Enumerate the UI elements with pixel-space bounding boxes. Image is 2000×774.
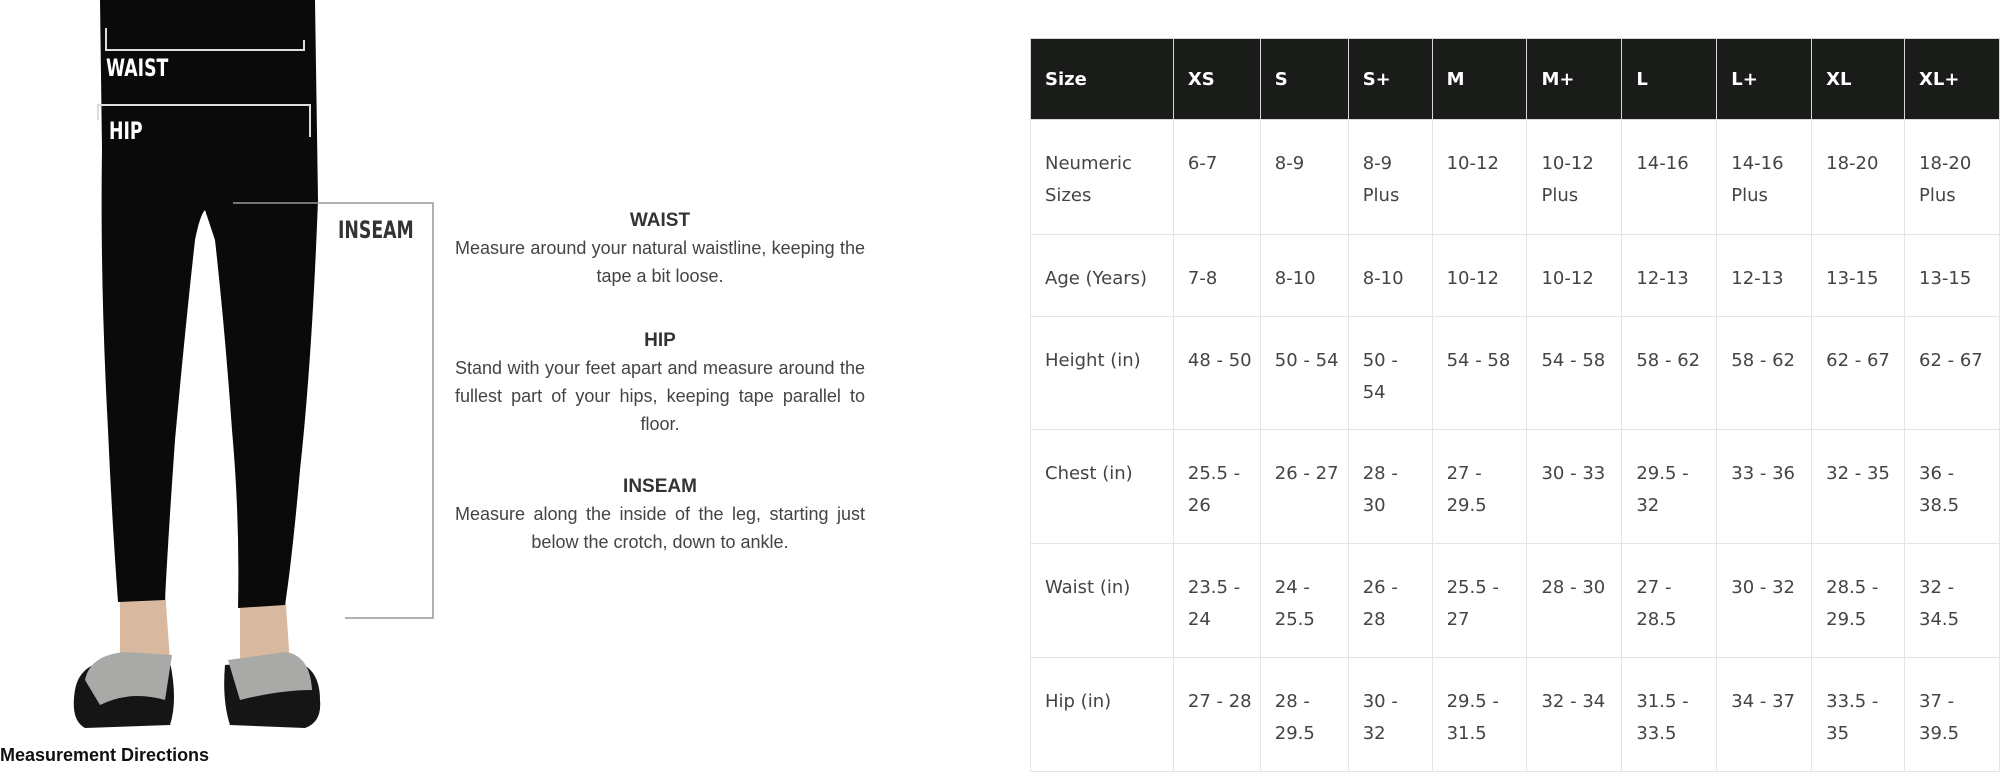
table-row: Age (Years) 7-8 8-10 8-10 10-12 10-12 12-13 12-… xyxy=(1030,234,2000,317)
table-cell: 8-10 xyxy=(1259,234,1349,317)
table-cell: 14-16 xyxy=(1621,119,1718,235)
column-header: S xyxy=(1259,38,1349,120)
column-header: M xyxy=(1431,38,1528,120)
table-row: Height (in) 48 - 50 50 - 54 50 - 54 54 - 58 5… xyxy=(1030,316,2000,430)
table-cell: 8-10 xyxy=(1347,234,1433,317)
direction-text: Measure around your natural waistline, k… xyxy=(455,238,865,286)
table-cell: 18-20 Plus xyxy=(1904,119,2000,235)
row-label: Age (Years) xyxy=(1030,234,1174,317)
table-cell: 8-9 Plus xyxy=(1347,119,1433,235)
table-cell: 25.5 - 26 xyxy=(1172,429,1261,544)
table-header-row: Size XS S S+ M M+ L L+ XL XL+ xyxy=(1030,38,2000,120)
row-label: Hip (in) xyxy=(1030,657,1174,772)
table-cell: 13-15 xyxy=(1904,234,2000,317)
hip-label: HIP xyxy=(109,117,143,145)
table-cell: 28.5 - 29.5 xyxy=(1811,543,1906,658)
table-cell: 25.5 - 27 xyxy=(1431,543,1528,658)
row-label: Neumeric Sizes xyxy=(1030,119,1174,235)
column-header: XL xyxy=(1811,38,1906,120)
table-row: Neumeric Sizes 6-7 8-9 8-9 Plus 10-12 10-12 P… xyxy=(1030,119,2000,235)
direction-text: Measure along the inside of the leg, sta… xyxy=(455,504,865,552)
row-label: Height (in) xyxy=(1030,316,1174,430)
table-cell: 34 - 37 xyxy=(1716,657,1813,772)
table-cell: 6-7 xyxy=(1172,119,1261,235)
table-cell: 54 - 58 xyxy=(1526,316,1623,430)
row-label: Chest (in) xyxy=(1030,429,1174,544)
direction-hip: HIP Stand with your feet apart and measu… xyxy=(455,328,865,438)
table-cell: 62 - 67 xyxy=(1811,316,1906,430)
table-cell: 24 - 25.5 xyxy=(1259,543,1349,658)
table-cell: 37 - 39.5 xyxy=(1904,657,2000,772)
table-cell: 62 - 67 xyxy=(1904,316,2000,430)
size-chart-table: Size XS S S+ M M+ L L+ XL XL+ Neumeric Sizes 6-7 8-… xyxy=(1030,38,2000,772)
table-cell: 23.5 - 24 xyxy=(1172,543,1261,658)
table-cell: 12-13 xyxy=(1621,234,1718,317)
row-label: Waist (in) xyxy=(1030,543,1174,658)
direction-title: INSEAM xyxy=(623,476,697,497)
measurement-directions-caption: Measurement Directions xyxy=(0,745,210,765)
column-header: XL+ xyxy=(1904,38,2000,120)
table-cell: 31.5 - 33.5 xyxy=(1621,657,1718,772)
table-cell: 58 - 62 xyxy=(1716,316,1813,430)
table-cell: 27 - 28 xyxy=(1172,657,1261,772)
leggings-measurement-image: WAIST HIP INSEAM xyxy=(0,0,460,740)
table-cell: 48 - 50 xyxy=(1172,316,1261,430)
table-cell: 10-12 Plus xyxy=(1526,119,1623,235)
direction-title: HIP xyxy=(644,330,676,351)
table-cell: 14-16 Plus xyxy=(1716,119,1813,235)
table-cell: 28 - 29.5 xyxy=(1259,657,1349,772)
table-row: Waist (in) 23.5 - 24 24 - 25.5 26 - 28 25.5 … xyxy=(1030,543,2000,658)
table-cell: 54 - 58 xyxy=(1431,316,1528,430)
table-cell: 10-12 xyxy=(1431,234,1528,317)
table-cell: 18-20 xyxy=(1811,119,1906,235)
table-cell: 33 - 36 xyxy=(1716,429,1813,544)
table-cell: 36 - 38.5 xyxy=(1904,429,2000,544)
table-cell: 50 - 54 xyxy=(1259,316,1349,430)
column-header: M+ xyxy=(1526,38,1623,120)
inseam-label: INSEAM xyxy=(338,216,414,244)
table-cell: 30 - 32 xyxy=(1716,543,1813,658)
column-header: L xyxy=(1621,38,1718,120)
direction-title: WAIST xyxy=(629,210,691,231)
column-header: XS xyxy=(1172,38,1261,120)
table-cell: 32 - 34 xyxy=(1526,657,1623,772)
waist-label: WAIST xyxy=(106,54,169,82)
table-row: Chest (in) 25.5 - 26 26 - 27 28 - 30 27 - 29… xyxy=(1030,429,2000,544)
table-cell: 50 - 54 xyxy=(1347,316,1433,430)
table-cell: 27 - 28.5 xyxy=(1621,543,1718,658)
table-cell: 32 - 34.5 xyxy=(1904,543,2000,658)
table-cell: 29.5 - 32 xyxy=(1621,429,1718,544)
column-header: Size xyxy=(1030,38,1174,120)
table-cell: 30 - 33 xyxy=(1526,429,1623,544)
column-header: L+ xyxy=(1716,38,1813,120)
table-cell: 28 - 30 xyxy=(1347,429,1433,544)
table-cell: 27 - 29.5 xyxy=(1431,429,1528,544)
table-cell: 33.5 - 35 xyxy=(1811,657,1906,772)
table-row: Hip (in) 27 - 28 28 - 29.5 30 - 32 29.5 - 31… xyxy=(1030,657,2000,772)
table-cell: 30 - 32 xyxy=(1347,657,1433,772)
table-cell: 10-12 xyxy=(1526,234,1623,317)
table-cell: 28 - 30 xyxy=(1526,543,1623,658)
table-cell: 26 - 27 xyxy=(1259,429,1349,544)
table-cell: 8-9 xyxy=(1259,119,1349,235)
table-cell: 32 - 35 xyxy=(1811,429,1906,544)
direction-text: Stand with your feet apart and measure a… xyxy=(455,358,865,434)
table-cell: 13-15 xyxy=(1811,234,1906,317)
direction-inseam: INSEAM Measure along the inside of the l… xyxy=(455,474,865,556)
table-cell: 12-13 xyxy=(1716,234,1813,317)
table-cell: 29.5 - 31.5 xyxy=(1431,657,1528,772)
direction-waist: WAIST Measure around your natural waistl… xyxy=(455,208,865,290)
table-cell: 58 - 62 xyxy=(1621,316,1718,430)
table-cell: 26 - 28 xyxy=(1347,543,1433,658)
table-cell: 7-8 xyxy=(1172,234,1261,317)
leggings-illustration xyxy=(73,0,434,728)
table-cell: 10-12 xyxy=(1431,119,1528,235)
column-header: S+ xyxy=(1347,38,1433,120)
